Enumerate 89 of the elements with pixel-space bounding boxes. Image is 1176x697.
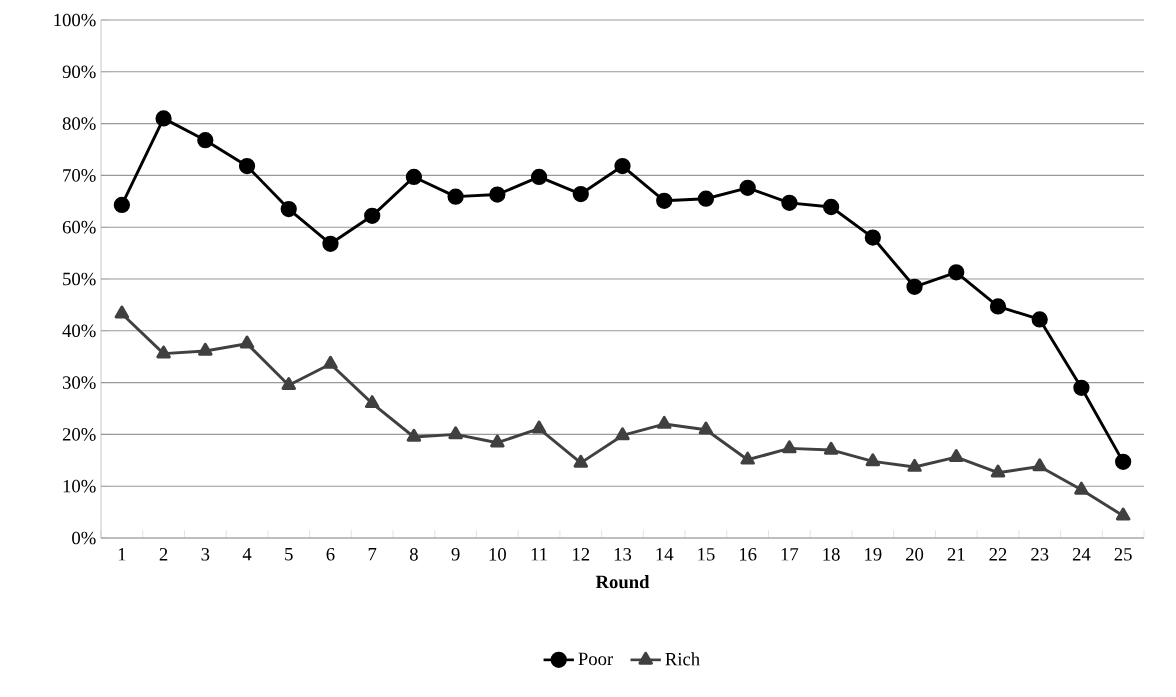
x-tick-label: 6 — [326, 548, 335, 561]
x-tick-label: 3 — [201, 548, 210, 561]
point — [239, 335, 255, 349]
y-tick-label: 80% — [62, 117, 96, 130]
point — [1115, 453, 1132, 470]
x-tick-label: 14 — [656, 548, 674, 561]
point — [156, 345, 171, 359]
x-tick-label: 20 — [906, 548, 924, 561]
x-tick-label: 10 — [489, 548, 506, 561]
point — [238, 157, 256, 175]
point — [281, 377, 296, 390]
point — [113, 196, 130, 214]
point — [114, 305, 130, 319]
point — [155, 110, 172, 127]
x-tick-label: 25 — [1114, 548, 1132, 561]
x-tick-label: 24 — [1072, 548, 1091, 561]
y-tick-label: 40% — [62, 324, 96, 338]
y-tick-label: 20% — [62, 428, 96, 441]
point — [865, 453, 881, 467]
point — [948, 264, 965, 281]
point — [364, 395, 380, 409]
x-tick-label: 13 — [614, 548, 632, 561]
x-tick-label: 4 — [242, 548, 252, 561]
point — [322, 235, 339, 252]
x-tick-label: 7 — [368, 548, 377, 561]
x-tick-label: 19 — [865, 548, 882, 561]
point — [364, 207, 381, 224]
point — [822, 198, 840, 216]
point — [198, 342, 213, 356]
point — [615, 427, 630, 441]
point — [448, 426, 463, 440]
legend-label: Poor — [578, 652, 614, 666]
point — [280, 200, 297, 218]
point — [739, 179, 756, 196]
point — [697, 190, 715, 207]
x-tick-label: 5 — [285, 548, 293, 561]
point — [907, 458, 922, 472]
point — [490, 434, 505, 448]
x-tick-label: 16 — [739, 548, 757, 561]
point — [823, 441, 839, 455]
x-axis-title: Round — [595, 575, 650, 589]
point — [989, 298, 1007, 315]
point — [614, 157, 631, 175]
point — [1073, 379, 1090, 396]
point — [864, 229, 881, 246]
point — [1031, 311, 1048, 328]
x-tick-label: 11 — [531, 548, 547, 561]
y-tick-label: 10% — [63, 479, 96, 493]
point — [782, 440, 797, 454]
point — [489, 186, 506, 203]
point — [530, 168, 548, 186]
point — [197, 132, 214, 149]
y-tick-label: 30% — [62, 376, 96, 389]
point — [990, 464, 1006, 478]
x-tick-label: 23 — [1031, 548, 1049, 561]
x-tick-label: 9 — [451, 548, 460, 561]
x-tick-label: 17 — [781, 548, 799, 561]
x-tick-label: 8 — [409, 548, 418, 561]
x-tick-label: 2 — [159, 548, 168, 561]
y-tick-label: 90% — [62, 65, 96, 79]
point — [906, 278, 923, 295]
point — [447, 188, 464, 205]
y-tick-label: 100% — [54, 13, 96, 27]
point — [698, 421, 714, 435]
point — [1115, 507, 1131, 521]
point — [531, 420, 547, 434]
point — [656, 192, 673, 209]
point — [405, 168, 423, 186]
point — [572, 185, 589, 203]
point — [781, 194, 798, 211]
point — [323, 355, 338, 369]
y-tick-label: 0% — [72, 531, 96, 545]
y-tick-label: 70% — [63, 169, 96, 182]
x-tick-label: 12 — [573, 548, 590, 561]
x-tick-label: 22 — [989, 548, 1007, 561]
legend-label: Rich — [665, 652, 700, 666]
point — [1074, 481, 1089, 495]
point — [573, 454, 589, 468]
point — [949, 449, 964, 462]
x-tick-label: 1 — [118, 548, 126, 561]
y-tick-label: 60% — [62, 220, 96, 234]
x-tick-label: 15 — [698, 548, 715, 561]
point — [1032, 458, 1047, 472]
x-tick-label: 18 — [823, 548, 840, 561]
point — [406, 428, 422, 442]
point — [740, 451, 755, 465]
y-tick-label: 50% — [63, 272, 96, 286]
point — [656, 415, 672, 429]
x-tick-label: 21 — [947, 548, 965, 561]
